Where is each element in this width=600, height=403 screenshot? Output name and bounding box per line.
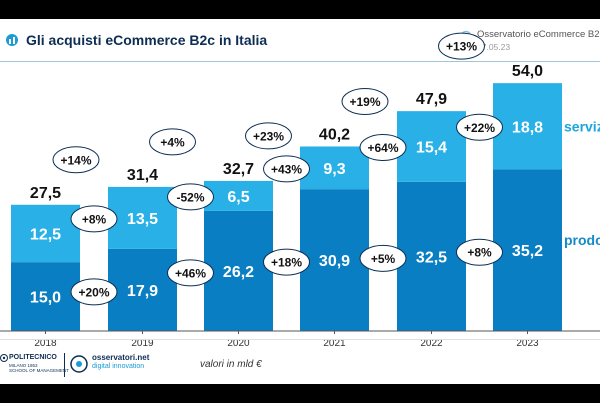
total-label: 54,0	[512, 63, 543, 80]
growth-servizi-bubble-ellipse	[167, 183, 214, 211]
growth-total-bubble: +19%	[349, 95, 380, 109]
value-label-servizi: 18,8	[512, 119, 543, 136]
bar-servizi-2022	[397, 111, 466, 182]
growth-servizi-bubble: +22%	[464, 121, 495, 135]
value-label-prodotti: 15,0	[30, 290, 61, 307]
growth-prodotti-bubble-ellipse	[263, 248, 310, 276]
value-label-prodotti: 32,5	[416, 249, 447, 266]
growth-total-bubble: +14%	[60, 153, 91, 167]
value-label-prodotti: 35,2	[512, 243, 543, 260]
osservatori-sub: digital innovation	[92, 363, 145, 370]
polimi-school: SCHOOL OF MANAGEMENT	[9, 368, 69, 373]
growth-prodotti-bubble-ellipse	[70, 278, 118, 306]
growth-total-bubble-ellipse	[52, 146, 100, 174]
osservatori-brand: osservatori.net	[92, 353, 150, 362]
growth-servizi-bubble: +64%	[367, 141, 398, 155]
total-label: 32,7	[223, 161, 254, 178]
bar-prodotti-2023	[493, 169, 562, 331]
value-label-prodotti: 30,9	[319, 253, 350, 270]
bar-prodotti-2022	[397, 181, 466, 331]
growth-prodotti-bubble-ellipse	[456, 238, 503, 266]
growth-prodotti-bubble-ellipse	[167, 259, 214, 287]
x-tick-label: 2023	[516, 338, 539, 349]
value-label-servizi: 13,5	[127, 211, 158, 228]
legend-label-prodotti: prodotti	[564, 232, 600, 248]
growth-total-bubble: +13%	[446, 40, 477, 54]
x-tick-label: 2021	[323, 338, 346, 349]
growth-prodotti-bubble: +5%	[371, 252, 396, 266]
value-label-servizi: 12,5	[30, 226, 61, 243]
x-tick-label: 2019	[131, 338, 154, 349]
growth-prodotti-bubble: +20%	[78, 285, 109, 299]
growth-prodotti-bubble: +8%	[467, 246, 492, 260]
header-rule	[0, 61, 600, 62]
x-tick-label: 2022	[420, 338, 443, 349]
growth-prodotti-bubble: +18%	[271, 256, 302, 270]
growth-prodotti-bubble: +46%	[175, 266, 206, 280]
polimi-name: POLITECNICO	[9, 354, 57, 361]
value-label-servizi: 6,5	[227, 189, 249, 206]
growth-servizi-bubble: -52%	[176, 190, 204, 204]
x-tick-label: 2018	[34, 338, 57, 349]
units-label: valori in mld €	[200, 359, 262, 370]
bar-prodotti-2018	[11, 262, 80, 331]
osservatori-logo-icon	[70, 355, 88, 373]
bar-prodotti-2020	[204, 210, 273, 331]
growth-total-bubble-ellipse	[149, 128, 196, 156]
chart-title-icon	[6, 34, 18, 46]
growth-prodotti-bubble-ellipse	[359, 244, 407, 272]
page-title: Gli acquisti eCommerce B2c in Italia	[26, 32, 268, 48]
growth-servizi-bubble-ellipse	[70, 205, 118, 233]
growth-total-bubble: +4%	[160, 135, 185, 149]
value-label-prodotti: 17,9	[127, 283, 158, 300]
polimi-sub: MILANO 1863 SCHOOL OF MANAGEMENT	[9, 363, 69, 373]
slide: Gli acquisti eCommerce B2c in Italia Oss…	[0, 19, 600, 384]
value-label-servizi: 15,4	[416, 139, 447, 156]
growth-servizi-bubble-ellipse	[359, 133, 407, 161]
bar-prodotti-2021	[300, 189, 369, 331]
total-label: 27,5	[30, 185, 61, 202]
bar-servizi-2020	[204, 180, 273, 211]
bar-servizi-2018	[11, 204, 80, 263]
footer-rule	[0, 339, 600, 340]
bar-servizi-2019	[108, 186, 177, 249]
growth-servizi-bubble-ellipse	[263, 155, 310, 183]
bar-servizi-2023	[493, 83, 562, 170]
growth-total-bubble-ellipse	[438, 32, 485, 60]
legend-label-servizi: servizi	[564, 118, 600, 134]
value-label-prodotti: 26,2	[223, 264, 254, 281]
x-tick-label: 2020	[227, 338, 250, 349]
polimi-city: MILANO 1863	[9, 363, 38, 368]
growth-servizi-bubble: +8%	[82, 212, 107, 226]
growth-total-bubble-ellipse	[341, 87, 389, 115]
total-label: 40,2	[319, 126, 350, 143]
growth-total-bubble-ellipse	[245, 122, 292, 150]
bar-prodotti-2019	[108, 248, 177, 331]
growth-servizi-bubble-ellipse	[456, 113, 503, 141]
source-label: Osservatorio eCommerce B2c	[477, 29, 600, 40]
logo-divider	[64, 353, 65, 377]
total-label: 47,9	[416, 91, 447, 108]
stacked-bar-chart: 15,0 12,5 27,5 17,9 13,5 31,4 26,2 6,5 32,7 30,9 9…	[0, 32, 600, 349]
value-label-servizi: 9,3	[323, 161, 345, 178]
total-label: 31,4	[127, 167, 158, 184]
growth-servizi-bubble: +43%	[271, 162, 302, 176]
date-label: 17.05.23	[477, 42, 511, 52]
growth-total-bubble: +23%	[253, 129, 284, 143]
bar-servizi-2021	[300, 146, 369, 190]
polimi-logo	[0, 354, 8, 362]
